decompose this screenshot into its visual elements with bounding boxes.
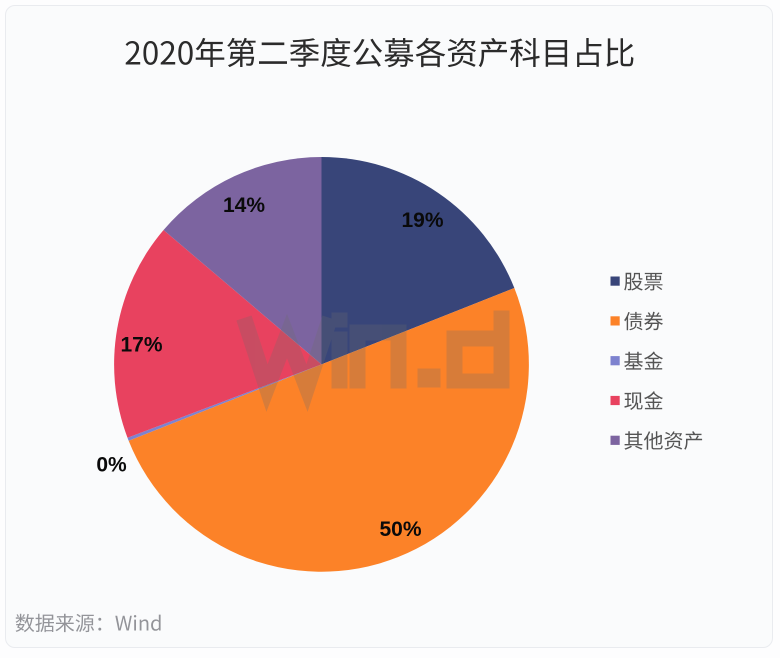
svg-text:17%: 17%	[120, 334, 162, 357]
svg-text:50%: 50%	[379, 518, 421, 541]
svg-text:14%: 14%	[223, 194, 265, 217]
svg-text:0%: 0%	[96, 454, 127, 477]
svg-text:19%: 19%	[401, 209, 443, 232]
